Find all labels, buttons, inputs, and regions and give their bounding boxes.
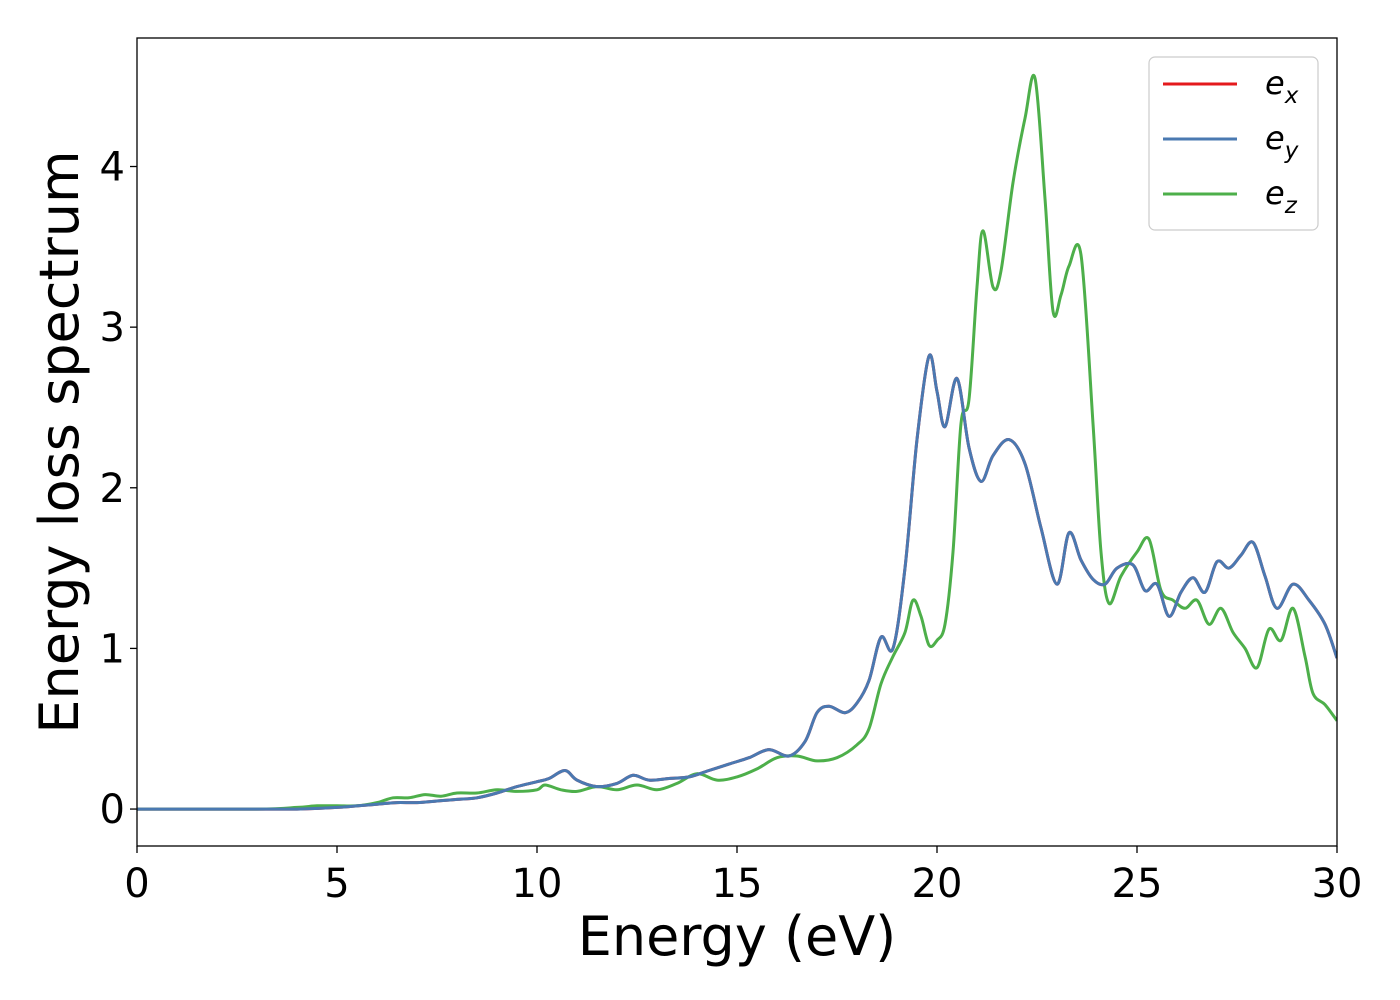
- x-tick-label: 25: [1112, 861, 1163, 907]
- y-tick-label: 0: [100, 787, 125, 833]
- legend: ex ey ez: [1148, 56, 1319, 231]
- x-tick-label: 5: [324, 861, 349, 907]
- series-line-e-x: [137, 353, 1337, 811]
- legend-label-e-x: ex: [1265, 64, 1299, 109]
- y-tick-label: 2: [100, 466, 125, 512]
- series-line-e-z: [137, 73, 1337, 811]
- x-tick-label: 15: [712, 861, 763, 907]
- y-tick-label: 1: [100, 626, 125, 672]
- x-tick-label: 30: [1312, 861, 1363, 907]
- legend-items: ex ey ez: [1163, 64, 1299, 219]
- legend-label-e-y: ey: [1265, 119, 1299, 164]
- x-axis-label: Energy (eV): [578, 905, 897, 968]
- y-axis-label: Energy loss spectrum: [28, 150, 91, 733]
- series-layer: [137, 73, 1337, 811]
- x-tick-label: 20: [912, 861, 963, 907]
- y-tick-label: 3: [100, 305, 125, 351]
- x-tick-label: 10: [512, 861, 563, 907]
- y-tick-label: 4: [100, 145, 125, 191]
- legend-box: [1148, 56, 1319, 231]
- axis-ticks: 0 5 10 15 20 25 30 0 1 2 3 4: [100, 145, 1363, 907]
- legend-label-e-z: ez: [1265, 174, 1298, 219]
- series-line-e-y: [137, 353, 1337, 811]
- x-tick-label: 0: [124, 861, 149, 907]
